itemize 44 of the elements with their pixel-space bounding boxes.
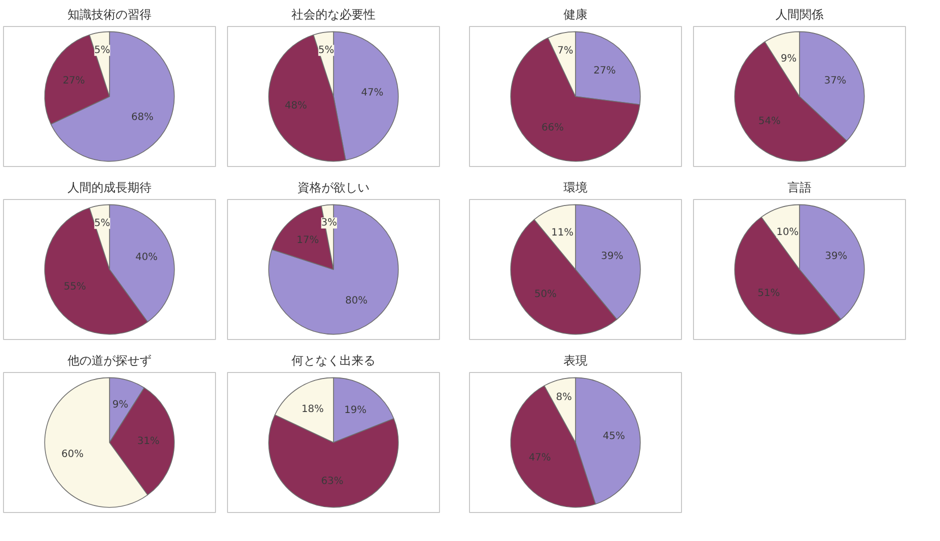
chart-title: 表現 (564, 354, 588, 368)
data-label: 19% (344, 404, 366, 416)
data-label: 47% (528, 452, 551, 464)
data-label: 48% (284, 100, 307, 112)
data-label: 17% (296, 234, 319, 246)
data-label: 3% (321, 218, 338, 229)
data-label: 60% (61, 449, 84, 460)
data-label: 11% (551, 227, 574, 238)
chart-title: 環境 (564, 180, 588, 194)
data-label: 50% (534, 288, 557, 300)
data-label: 5% (94, 44, 110, 56)
data-label: 80% (345, 295, 368, 306)
data-label: 27% (62, 76, 85, 87)
chart-title: 言語 (788, 180, 812, 194)
chart-title: 何となく出来る (292, 354, 376, 368)
data-label: 40% (135, 252, 158, 263)
chart-title: 他の道が探せず (68, 354, 152, 368)
data-label: 9% (780, 54, 797, 65)
data-label: 45% (602, 430, 626, 442)
chart-title: 社会的な必要性 (292, 8, 376, 22)
data-label: 37% (824, 76, 846, 87)
data-label: 51% (758, 288, 780, 299)
data-label: 18% (302, 404, 324, 416)
data-label: 55% (64, 282, 86, 293)
data-label: 5% (94, 218, 110, 229)
chart-title: 資格が欲しい (298, 180, 370, 194)
chart-title: 知識技術の習得 (68, 8, 152, 22)
data-label: 9% (112, 400, 128, 411)
data-label: 39% (600, 250, 624, 262)
data-label: 54% (758, 116, 781, 127)
data-label: 8% (556, 392, 572, 403)
data-label: 27% (594, 65, 616, 76)
data-label: 63% (321, 476, 344, 487)
chart-title: 人間的成長期待 (68, 180, 152, 194)
data-label: 47% (361, 87, 384, 98)
chart-title: 人間関係 (776, 8, 824, 22)
data-label: 68% (131, 112, 154, 123)
data-label: 66% (542, 122, 564, 134)
data-label: 5% (318, 44, 334, 56)
data-label: 7% (557, 45, 574, 56)
data-label: 31% (137, 436, 160, 447)
chart-title: 健康 (564, 8, 588, 22)
data-label: 10% (776, 227, 799, 238)
data-label: 39% (824, 250, 848, 262)
